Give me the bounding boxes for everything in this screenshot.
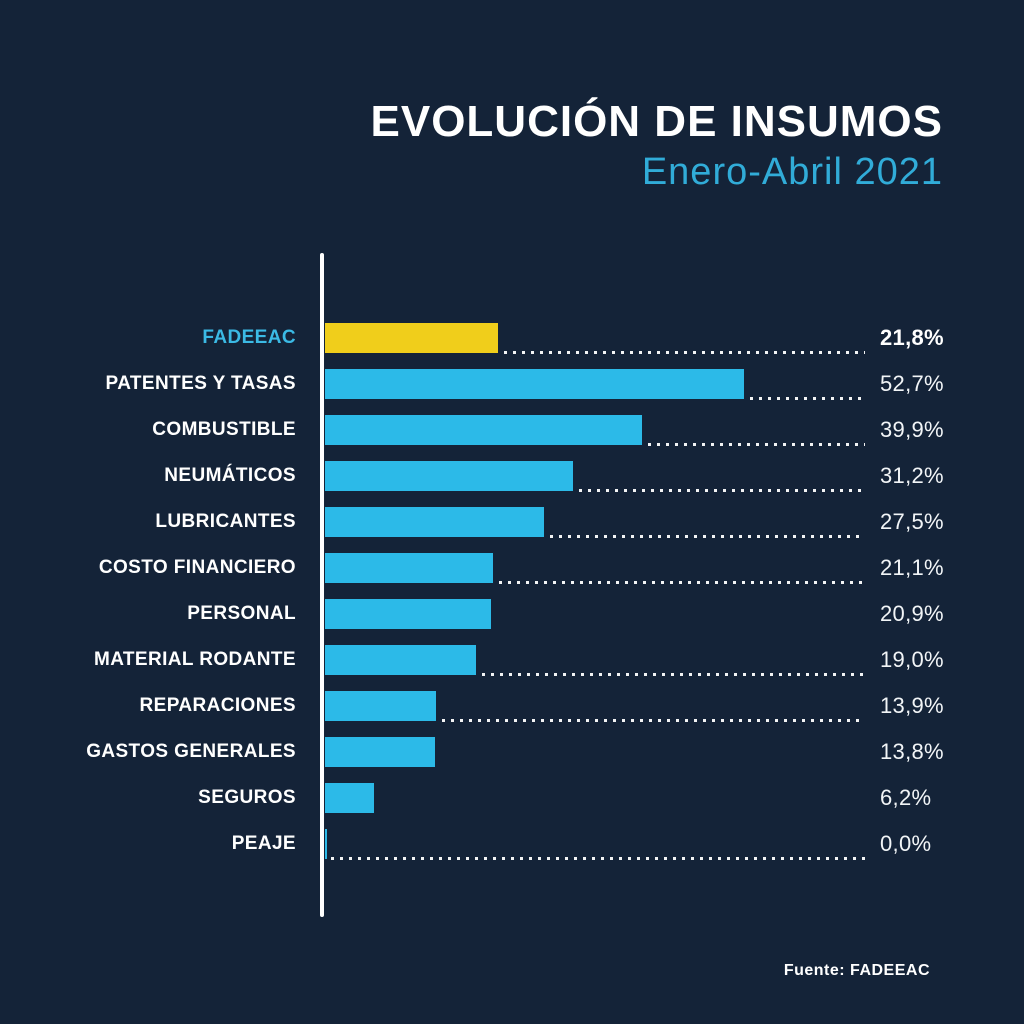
bar-row: SEGUROS 6,2% xyxy=(0,775,1024,821)
chart-title: EVOLUCIÓN DE INSUMOS xyxy=(370,97,943,146)
bar xyxy=(325,737,435,767)
category-label: SEGUROS xyxy=(198,787,296,808)
value-label: 13,8% xyxy=(880,739,944,764)
leader-line xyxy=(549,535,865,538)
leader-line xyxy=(482,673,865,676)
bar-row: LUBRICANTES 27,5% xyxy=(0,499,1024,545)
bar-row: REPARACIONES 13,9% xyxy=(0,683,1024,729)
category-label: COMBUSTIBLE xyxy=(152,419,296,440)
leader-line xyxy=(498,581,865,584)
leader-line xyxy=(331,857,865,860)
category-label: NEUMÁTICOS xyxy=(164,465,296,486)
chart-subtitle: Enero-Abril 2021 xyxy=(641,151,943,194)
bar-row: NEUMÁTICOS 31,2% xyxy=(0,453,1024,499)
value-label: 13,9% xyxy=(880,693,944,718)
category-label: PEAJE xyxy=(231,833,296,854)
bar-row: GASTOS GENERALES 13,8% xyxy=(0,729,1024,775)
category-label: MATERIAL RODANTE xyxy=(93,649,296,670)
bar xyxy=(325,507,544,537)
bar-row: COMBUSTIBLE 39,9% xyxy=(0,407,1024,453)
bar-row: COSTO FINANCIERO 21,1% xyxy=(0,545,1024,591)
bar xyxy=(325,461,574,491)
bar-zone xyxy=(325,407,865,453)
bar xyxy=(325,323,499,353)
bar-zone xyxy=(325,729,865,775)
category-label: REPARACIONES xyxy=(139,695,296,716)
category-label: LUBRICANTES xyxy=(155,511,296,532)
source-note: Fuente: FADEEAC xyxy=(783,962,930,979)
bar-zone xyxy=(325,499,865,545)
bar-zone xyxy=(325,775,865,821)
bar-row: MATERIAL RODANTE 19,0% xyxy=(0,637,1024,683)
category-label: PERSONAL xyxy=(187,603,296,624)
category-label: GASTOS GENERALES xyxy=(86,741,296,762)
category-label: COSTO FINANCIERO xyxy=(98,557,296,578)
bar xyxy=(325,553,493,583)
leader-line xyxy=(579,489,865,492)
value-label: 21,8% xyxy=(880,325,944,350)
bar-zone xyxy=(325,683,865,729)
bar-row: PATENTES Y TASAS 52,7% xyxy=(0,361,1024,407)
value-label: 52,7% xyxy=(880,371,944,396)
value-label: 21,1% xyxy=(880,555,944,580)
value-label: 19,0% xyxy=(880,647,944,672)
header: EVOLUCIÓN DE INSUMOS Enero-Abril 2021 xyxy=(370,97,944,194)
bar-chart: FADEEAC 21,8% PATENTES Y TASAS 52,7% COM… xyxy=(0,315,1024,867)
bar-row: PEAJE 0,0% xyxy=(0,821,1024,867)
bar xyxy=(325,369,744,399)
value-label: 6,2% xyxy=(880,785,932,810)
bar xyxy=(325,691,436,721)
bar-zone xyxy=(325,821,865,867)
value-label: 39,9% xyxy=(880,417,944,442)
value-label: 0,0% xyxy=(880,831,932,856)
bar xyxy=(325,415,643,445)
leader-line xyxy=(504,351,865,354)
value-label: 20,9% xyxy=(880,601,944,626)
leader-line xyxy=(648,443,865,446)
value-label: 27,5% xyxy=(880,509,944,534)
bar-zone xyxy=(325,591,865,637)
leader-line xyxy=(749,397,865,400)
value-label: 31,2% xyxy=(880,463,944,488)
bar xyxy=(325,829,327,859)
bar xyxy=(325,645,477,675)
bar-zone xyxy=(325,453,865,499)
category-label: PATENTES Y TASAS xyxy=(105,373,296,394)
bar-zone xyxy=(325,545,865,591)
bar xyxy=(325,599,492,629)
bar-zone xyxy=(325,361,865,407)
bar xyxy=(325,783,375,813)
category-label: FADEEAC xyxy=(202,327,296,348)
y-axis-line xyxy=(320,253,324,917)
bar-row: PERSONAL 20,9% xyxy=(0,591,1024,637)
bar-zone xyxy=(325,637,865,683)
bar-row: FADEEAC 21,8% xyxy=(0,315,1024,361)
leader-line xyxy=(441,719,865,722)
bar-zone xyxy=(325,315,865,361)
